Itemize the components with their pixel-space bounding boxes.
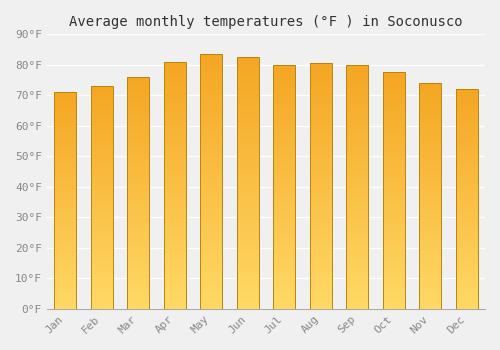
Bar [90, 86, 112, 309]
Bar [164, 62, 186, 309]
Bar [236, 57, 258, 309]
Bar [54, 92, 76, 309]
Bar [200, 54, 222, 309]
Bar [273, 65, 295, 309]
Bar [310, 63, 332, 309]
Bar [456, 89, 477, 309]
Title: Average monthly temperatures (°F ) in Soconusco: Average monthly temperatures (°F ) in So… [69, 15, 462, 29]
Bar [346, 65, 368, 309]
Bar [383, 72, 404, 309]
Bar [127, 77, 149, 309]
Bar [420, 83, 441, 309]
